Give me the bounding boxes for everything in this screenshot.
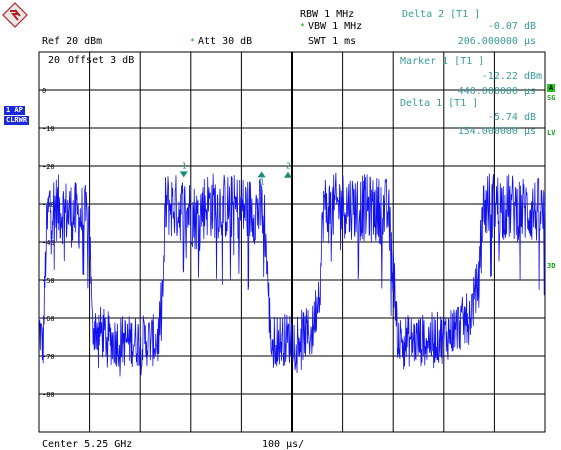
status-a-box: A — [547, 84, 556, 92]
att-flag: * — [190, 37, 195, 46]
trace-mode-clrwr-tag: CLRWR — [4, 116, 30, 125]
marker-1-symbol — [179, 171, 188, 178]
y-tick-labels: 0-10-20-30-40-50-60-70-80 — [42, 87, 55, 399]
ref-level-label: Ref 20 dBm — [42, 36, 103, 47]
y-tick-label: -80 — [42, 391, 55, 399]
y-tick-label: -60 — [42, 315, 55, 323]
graticule — [38, 51, 546, 433]
marker-3-label: 2 — [286, 162, 291, 171]
delta1-level: -5.74 dB — [487, 112, 536, 123]
center-frequency-label: Center 5.25 GHz — [42, 439, 133, 450]
marker-3-symbol — [283, 171, 292, 178]
status-lv: LV — [547, 129, 556, 137]
trace-mode-ap-tag: 1 AP — [4, 106, 25, 115]
marker-1-label: 1 — [182, 161, 187, 170]
delta2-time: 206.000000 µs — [457, 36, 536, 47]
delta1-title: Delta 1 [T1 ] — [400, 98, 479, 109]
marker1-level: -12.22 dBm — [481, 71, 542, 82]
status-3d: 3D — [547, 262, 556, 270]
marker-2-label: 1 — [260, 177, 265, 186]
y-tick-label: -50 — [42, 277, 55, 285]
y-tick-label: -40 — [42, 239, 55, 247]
marker1-time: 440.000000 µs — [457, 86, 536, 97]
delta2-title: Delta 2 [T1 ] — [402, 9, 481, 20]
marker-2-symbol — [257, 171, 266, 178]
ref-tick-label: 20 — [48, 55, 61, 66]
marker-layer: 1 1 2 — [179, 161, 292, 186]
offset-label: Offset 3 dB — [68, 55, 135, 66]
vbw-flag: * — [300, 22, 305, 31]
attenuation-label: Att 30 dB — [198, 36, 253, 47]
vbw-label: VBW 1 MHz — [308, 21, 363, 32]
rohde-schwarz-logo — [2, 2, 28, 28]
y-tick-label: 0 — [42, 87, 46, 95]
y-tick-label: -20 — [42, 163, 55, 171]
y-tick-label: -10 — [42, 125, 55, 133]
status-sg: SG — [547, 94, 556, 102]
rbw-label: RBW 1 MHz — [300, 9, 355, 20]
delta1-time: 154.000000 µs — [457, 126, 536, 137]
y-tick-label: -70 — [42, 353, 55, 361]
trace-layer — [38, 172, 546, 377]
trace-1 — [38, 172, 546, 377]
span-per-division-label: 100 µs/ — [262, 439, 305, 450]
swt-label: SWT 1 ms — [308, 36, 357, 47]
marker1-title: Marker 1 [T1 ] — [400, 56, 485, 67]
delta2-level: -0.07 dB — [487, 21, 536, 32]
